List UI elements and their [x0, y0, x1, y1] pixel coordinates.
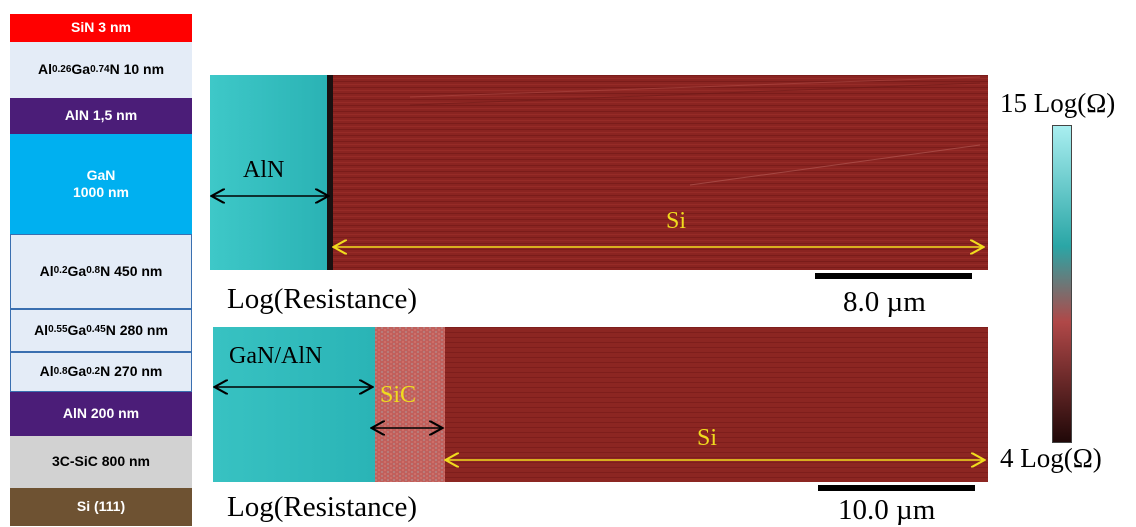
layer-5: Al 0.55 Ga 0.45 N 280 nm: [10, 309, 192, 352]
colorbar-min-label: 4 Log(Ω): [1000, 443, 1102, 473]
layer-stack: SiN 3 nm Al 0.26 Ga 0.74 N 10 nm AlN 1,5 nm GaN…: [10, 14, 192, 526]
region-label-aln: AlN: [243, 157, 285, 183]
caption-top: Log(Resistance): [227, 283, 418, 315]
layer-6: Al 0.8 Ga 0.2 N 270 nm: [10, 352, 192, 392]
region-label-gan-aln: GaN/AlN: [229, 343, 323, 369]
resistance-map-top: AlN Si: [210, 75, 988, 270]
scale-label-top: 8.0 µm: [843, 286, 926, 318]
region-label-sic: SiC: [380, 382, 417, 408]
si-region-top: [210, 75, 988, 270]
layer-3: GaN 1000 nm: [10, 134, 192, 234]
sic-region: [375, 327, 445, 482]
colorbar-max-label: 15 Log(Ω): [1000, 88, 1116, 118]
resistance-map-bottom: GaN/AlN SiC Si: [213, 327, 988, 482]
layer-0: SiN 3 nm: [10, 14, 192, 42]
region-label-si-top: Si: [666, 208, 687, 234]
colorbar: [1052, 125, 1072, 443]
region-label-si-bottom: Si: [697, 425, 718, 451]
caption-bottom: Log(Resistance): [227, 491, 418, 523]
scale-bar-bottom: [818, 485, 975, 491]
layer-7: AlN 200 nm: [10, 392, 192, 436]
layer-1: Al 0.26 Ga 0.74 N 10 nm: [10, 42, 192, 98]
gan-aln-region: [213, 327, 375, 482]
layer-2: AlN 1,5 nm: [10, 98, 192, 134]
layer-9: Si (111): [10, 488, 192, 526]
resistance-map-top-image: [210, 75, 988, 270]
resistance-map-bottom-image: [213, 327, 988, 482]
interface-line-top: [327, 75, 333, 270]
scale-label-bottom: 10.0 µm: [838, 494, 936, 526]
aln-region-top: [210, 75, 330, 270]
layer-4: Al 0.2 Ga 0.8 N 450 nm: [10, 234, 192, 309]
scale-bar-top: [815, 273, 972, 279]
layer-8: 3C-SiC 800 nm: [10, 436, 192, 488]
